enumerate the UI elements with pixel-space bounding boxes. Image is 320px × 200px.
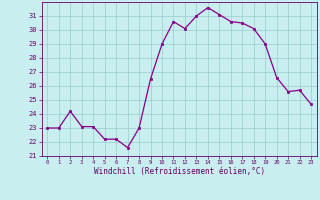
X-axis label: Windchill (Refroidissement éolien,°C): Windchill (Refroidissement éolien,°C) xyxy=(94,167,265,176)
